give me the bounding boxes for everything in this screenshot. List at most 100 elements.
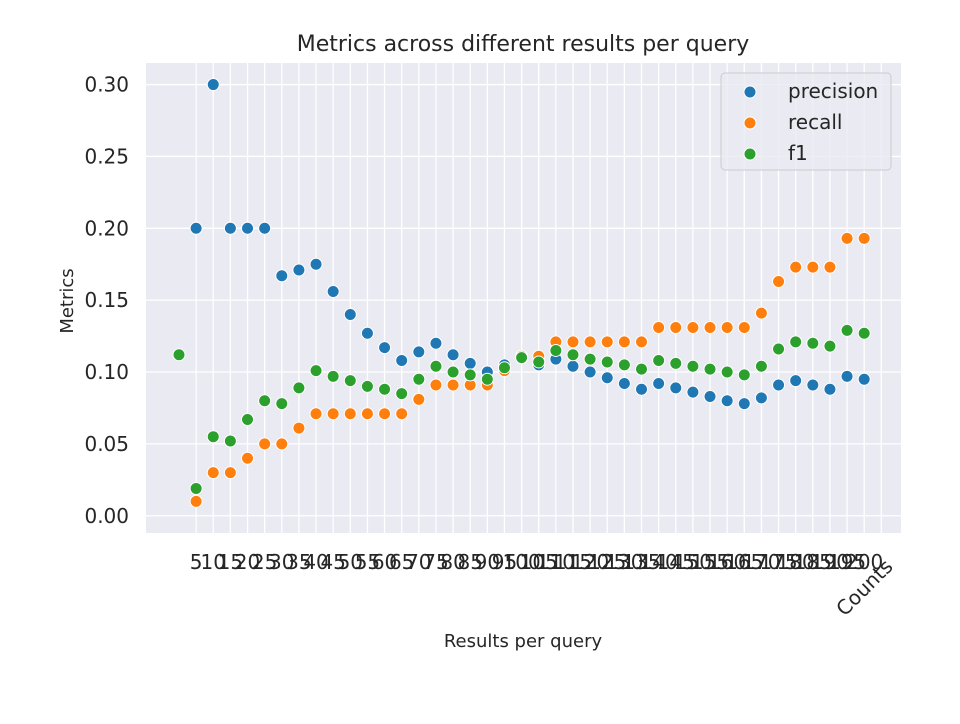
data-point-f1 <box>789 335 803 349</box>
data-point-recall <box>241 451 255 465</box>
data-point-precision <box>463 356 477 370</box>
legend-label-precision: precision <box>788 79 878 103</box>
x-tick-label: 110 <box>537 550 575 574</box>
legend-label-recall: recall <box>788 110 842 134</box>
x-tick-label: 155 <box>691 550 729 574</box>
data-point-f1 <box>617 358 631 372</box>
y-tick-label: 0.05 <box>84 432 129 456</box>
data-point-precision <box>789 374 803 388</box>
data-point-f1 <box>258 394 272 408</box>
x-tick-label: 25 <box>252 550 277 574</box>
data-point-precision <box>720 394 734 408</box>
data-point-precision <box>429 336 443 350</box>
data-point-precision <box>652 377 666 391</box>
x-tick-label: 5 <box>190 550 203 574</box>
data-point-precision <box>241 221 255 235</box>
data-point-precision <box>857 372 871 386</box>
x-tick-label: 140 <box>640 550 678 574</box>
x-tick-label: 90 <box>475 550 500 574</box>
x-tick-label: 125 <box>588 550 626 574</box>
data-point-recall <box>583 335 597 349</box>
data-point-recall <box>823 260 837 274</box>
data-point-f1 <box>223 434 237 448</box>
x-axis-label: Results per query <box>444 631 603 652</box>
x-tick-label: 40 <box>303 550 328 574</box>
data-point-precision <box>223 221 237 235</box>
chart-title: Metrics across different results per que… <box>297 32 750 57</box>
data-point-recall <box>343 407 357 421</box>
y-tick-label: 0.30 <box>84 73 129 97</box>
data-point-recall <box>652 320 666 334</box>
y-tick-label: 0.00 <box>84 504 129 528</box>
x-tick-label: 75 <box>423 550 448 574</box>
x-tick-label: 80 <box>440 550 465 574</box>
data-point-precision <box>806 378 820 392</box>
data-point-precision <box>617 377 631 391</box>
data-point-f1 <box>446 365 460 379</box>
data-point-recall <box>360 407 374 421</box>
data-point-f1 <box>429 359 443 373</box>
x-tick-label: 105 <box>520 550 558 574</box>
data-point-precision <box>309 257 323 271</box>
data-point-recall <box>669 320 683 334</box>
data-point-precision <box>669 381 683 395</box>
data-point-f1 <box>737 368 751 382</box>
data-point-f1 <box>497 361 511 375</box>
x-tick-label: 30 <box>269 550 294 574</box>
legend-marker-f1 <box>743 147 757 161</box>
data-point-precision <box>275 269 289 283</box>
data-point-precision <box>378 341 392 355</box>
y-axis-label: Metrics <box>57 268 78 333</box>
data-point-precision <box>446 348 460 362</box>
x-tick-label: 45 <box>320 550 345 574</box>
data-point-recall <box>223 466 237 480</box>
data-point-f1 <box>360 379 374 393</box>
data-point-f1 <box>703 362 717 376</box>
y-tick-labels: 0.00 0.05 0.10 0.15 0.20 0.25 0.30 <box>84 73 129 528</box>
data-point-recall <box>635 335 649 349</box>
data-point-recall <box>189 494 203 508</box>
data-point-f1 <box>840 323 854 337</box>
data-point-precision <box>737 397 751 411</box>
x-tick-label: 120 <box>571 550 609 574</box>
legend-marker-recall <box>743 116 757 130</box>
x-tick-label: 175 <box>759 550 797 574</box>
x-tick-label: 10 <box>201 550 226 574</box>
data-point-f1 <box>754 359 768 373</box>
data-point-precision <box>258 221 272 235</box>
data-point-recall <box>806 260 820 274</box>
data-point-f1 <box>532 355 546 369</box>
data-point-precision <box>343 308 357 322</box>
y-tick-label: 0.10 <box>84 360 129 384</box>
data-point-f1 <box>549 343 563 357</box>
legend-label-f1: f1 <box>788 141 808 165</box>
data-point-f1 <box>395 387 409 401</box>
data-point-f1 <box>515 351 529 365</box>
x-tick-label: 185 <box>794 550 832 574</box>
data-point-recall <box>686 320 700 334</box>
data-point-recall <box>292 421 306 435</box>
x-tick-label: 60 <box>372 550 397 574</box>
y-tick-label: 0.25 <box>84 144 129 168</box>
x-tick-label: 65 <box>389 550 414 574</box>
data-point-precision <box>566 359 580 373</box>
data-point-precision <box>754 391 768 405</box>
data-point-recall <box>309 407 323 421</box>
data-point-recall <box>703 320 717 334</box>
x-tick-label: 145 <box>657 550 695 574</box>
data-point-f1 <box>412 372 426 386</box>
data-point-precision <box>395 354 409 368</box>
data-point-recall <box>600 335 614 349</box>
data-point-f1 <box>275 397 289 411</box>
data-point-f1 <box>463 368 477 382</box>
data-point-precision <box>292 263 306 277</box>
data-point-f1 <box>566 348 580 362</box>
x-tick-label: 200 <box>845 550 883 574</box>
data-point-recall <box>789 260 803 274</box>
x-tick-label: 180 <box>777 550 815 574</box>
data-point-recall <box>772 274 786 288</box>
data-point-f1 <box>378 382 392 396</box>
legend-marker-precision <box>743 85 757 99</box>
